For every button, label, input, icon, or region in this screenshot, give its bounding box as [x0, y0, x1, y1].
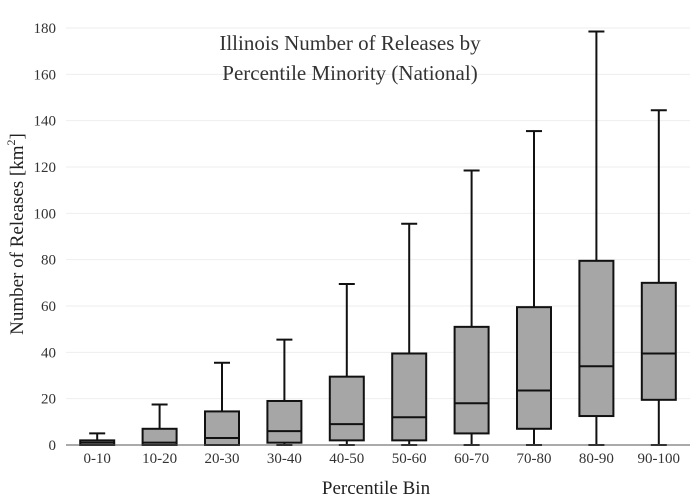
- x-tick-label: 70-80: [517, 451, 552, 467]
- iqr-box: [640, 281, 677, 401]
- x-tick-label: 60-70: [454, 451, 489, 467]
- x-tick-label: 0-10: [83, 451, 111, 467]
- y-tick-label: 180: [34, 21, 57, 37]
- y-axis-label-superscript: 2: [4, 139, 18, 145]
- y-tick-label: 40: [41, 345, 56, 361]
- x-tick-label: 50-60: [392, 451, 427, 467]
- iqr-box: [266, 399, 303, 444]
- box-series: [79, 30, 677, 447]
- box-plot-item: [141, 403, 178, 446]
- iqr-box: [578, 259, 615, 418]
- y-axis-label-end: ]: [7, 133, 28, 139]
- iqr-box: [328, 375, 365, 442]
- iqr-box: [453, 325, 490, 435]
- x-tick-label: 90-100: [638, 451, 681, 467]
- box-plot-item: [391, 222, 428, 446]
- y-tick-label: 20: [41, 392, 56, 408]
- y-tick-label: 140: [34, 114, 57, 130]
- y-tick-label: 60: [41, 299, 56, 315]
- y-tick-label: 0: [49, 438, 57, 454]
- grid-lines: [66, 27, 690, 400]
- y-tick-label: 100: [34, 206, 57, 222]
- y-tick-label: 160: [34, 67, 57, 83]
- box-plot-item: [516, 130, 552, 446]
- iqr-box: [204, 410, 240, 446]
- x-tick-label: 80-90: [579, 451, 614, 467]
- box-plot-item: [640, 109, 677, 446]
- x-tick-label: 20-30: [205, 451, 240, 467]
- x-tick-label: 40-50: [329, 451, 364, 467]
- chart-title-line-2: Percentile Minority (National): [222, 61, 477, 85]
- box-plot-item: [328, 282, 365, 446]
- x-tick-label: 30-40: [267, 451, 302, 467]
- y-axis-label: Number of Releases [km2]: [4, 133, 28, 335]
- box-plot-item: [204, 361, 240, 446]
- y-tick-label: 120: [34, 160, 57, 176]
- iqr-box: [391, 352, 428, 442]
- x-tick-label: 10-20: [142, 451, 177, 467]
- x-axis-label: Percentile Bin: [322, 478, 431, 499]
- y-tick-label: 80: [41, 253, 56, 269]
- box-plot-item: [578, 30, 615, 446]
- box-plot-item: [79, 432, 116, 447]
- x-tick-labels: 0-10 10-20 20-30 30-40 40-50 50-60 60-70 70-80 8…: [83, 451, 680, 467]
- chart-title-line-1: Illinois Number of Releases by: [219, 31, 481, 55]
- iqr-box: [516, 306, 552, 430]
- y-tick-labels: 0 20 40 60 80 100 120 140 160 180: [34, 21, 57, 454]
- box-plot-item: [266, 338, 303, 446]
- box-plot-item: [453, 169, 490, 446]
- y-axis-label-main: Number of Releases [km: [7, 145, 28, 335]
